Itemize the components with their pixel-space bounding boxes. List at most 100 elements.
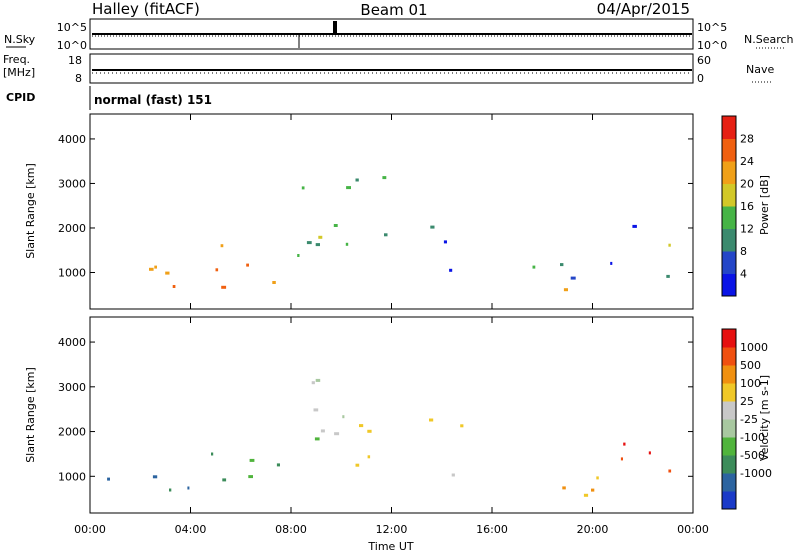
freq-panel-frame: [89, 53, 694, 84]
echo-cell: [623, 442, 626, 446]
echo-cell: [152, 475, 158, 479]
colorbar-segment: [722, 206, 736, 229]
colorbar-segment: [722, 455, 736, 474]
colorbar-segment: [722, 161, 736, 184]
colorbar-segment: [722, 183, 736, 207]
echo-cell: [311, 381, 315, 385]
colorbar-tick-label: 100: [740, 377, 761, 390]
colorbar-segment: [722, 383, 736, 402]
echo-cell: [215, 268, 219, 272]
colorbar-tick-label: -25: [740, 413, 758, 426]
echo-cell: [222, 478, 227, 482]
echo-cell: [648, 451, 651, 455]
echo-cell: [563, 288, 568, 292]
power-echo-cells: [149, 176, 671, 292]
noise-panel-frame: [89, 18, 694, 50]
echo-cell: [313, 408, 319, 412]
noise-panel: N.Sky N.Search 10^5 10^0 10^5 10^0: [4, 18, 794, 52]
x-tick-label: 08:00: [275, 523, 307, 536]
colorbar-segment: [722, 329, 736, 348]
colorbar-segment: [722, 251, 736, 274]
y-tick-label: 2000: [58, 426, 86, 439]
echo-cell: [249, 458, 255, 462]
echo-cell: [355, 463, 360, 467]
colorbar-tick-label: 25: [740, 395, 754, 408]
colorbar-segment: [722, 116, 736, 139]
station-title: Halley (fitACF): [92, 0, 200, 18]
echo-cell: [165, 271, 170, 275]
nave-tick-low: 0: [697, 72, 704, 85]
y-tick-label: 3000: [58, 177, 86, 190]
date-title: 04/Apr/2015: [597, 0, 690, 18]
echo-cell: [306, 241, 312, 245]
colorbar-tick-label: 24: [740, 155, 754, 168]
colorbar-segment: [722, 138, 736, 162]
colorbar-segment: [722, 273, 736, 297]
echo-cell: [570, 276, 576, 280]
colorbar-tick-label: 4: [740, 268, 747, 281]
frequency-panel: Freq. [MHz] 18 8 60 0 Nave: [3, 53, 774, 85]
echo-cell: [359, 424, 364, 428]
velocity-y-ticks: 1000 2000 3000 4000: [58, 336, 693, 483]
echo-cell: [668, 243, 671, 247]
echo-cell: [560, 263, 564, 267]
colorbar-segment: [722, 473, 736, 492]
colorbar-segment: [722, 491, 736, 510]
velocity-x-ticks: [89, 317, 694, 513]
colorbar-tick-label: -1000: [740, 467, 772, 480]
colorbar-tick-label: 12: [740, 223, 754, 236]
colorbar-tick-label: 8: [740, 245, 747, 258]
nave-label: Nave: [746, 63, 774, 76]
x-axis-title: Time UT: [367, 540, 413, 553]
nsky-label: N.Sky: [4, 33, 36, 46]
y-tick-label: 2000: [58, 222, 86, 235]
noise-tick-left-high: 10^5: [57, 21, 87, 34]
echo-cell: [248, 475, 253, 479]
nsearch-label: N.Search: [744, 33, 794, 46]
echo-cell: [342, 415, 345, 419]
echo-cell: [460, 424, 464, 428]
echo-cell: [583, 493, 589, 497]
power-x-ticks: [89, 114, 694, 309]
colorbar-segment: [722, 437, 736, 456]
echo-cell: [333, 224, 338, 227]
noise-spike: [333, 21, 337, 34]
power-colorbar-label: Power [dB]: [758, 175, 771, 235]
echo-cell: [220, 244, 224, 248]
colorbar-segment: [722, 365, 736, 384]
x-tick-label: 12:00: [376, 523, 408, 536]
echo-cell: [172, 285, 176, 288]
velocity-ylabel: Slant Range [km]: [24, 367, 37, 463]
x-tick-label: 00:00: [74, 523, 106, 536]
noise-tick-right-low: 10^0: [697, 39, 727, 52]
nave-tick-high: 60: [697, 54, 711, 67]
echo-cell: [443, 240, 447, 244]
cpid-label: CPID: [6, 91, 35, 104]
x-tick-label: 16:00: [476, 523, 508, 536]
colorbar-segment: [722, 228, 736, 252]
echo-cell: [355, 178, 359, 182]
x-tick-label: 00:00: [677, 523, 709, 536]
echo-cell: [632, 224, 637, 228]
cpid-value: normal (fast) 151: [94, 93, 212, 107]
velocity-panel: 1000 2000 3000 4000 Slant Range [km]: [24, 316, 694, 514]
time-axis-labels: 00:00 04:00 08:00 12:00 16:00 20:00 00:00: [74, 523, 709, 536]
power-panel: 1000 2000 3000 4000 Slant Range [km]: [24, 113, 694, 310]
colorbar-frame: [721, 328, 737, 510]
freq-label: Freq.: [3, 53, 30, 66]
echo-cell: [382, 176, 387, 180]
y-tick-label: 4000: [58, 336, 86, 349]
echo-cell: [429, 418, 434, 422]
echo-cell: [320, 429, 325, 433]
echo-cell: [272, 281, 276, 284]
colorbar-tick-label: 16: [740, 200, 754, 213]
echo-cell: [211, 452, 214, 456]
echo-cell: [301, 186, 305, 190]
power-y-ticks: 1000 2000 3000 4000: [58, 133, 693, 279]
echo-cell: [345, 242, 349, 246]
echo-cell: [334, 432, 340, 436]
colorbar-tick-label: 28: [740, 133, 754, 146]
y-tick-label: 1000: [58, 266, 86, 279]
echo-cell: [532, 265, 536, 269]
colorbar-tick-label: 20: [740, 178, 754, 191]
